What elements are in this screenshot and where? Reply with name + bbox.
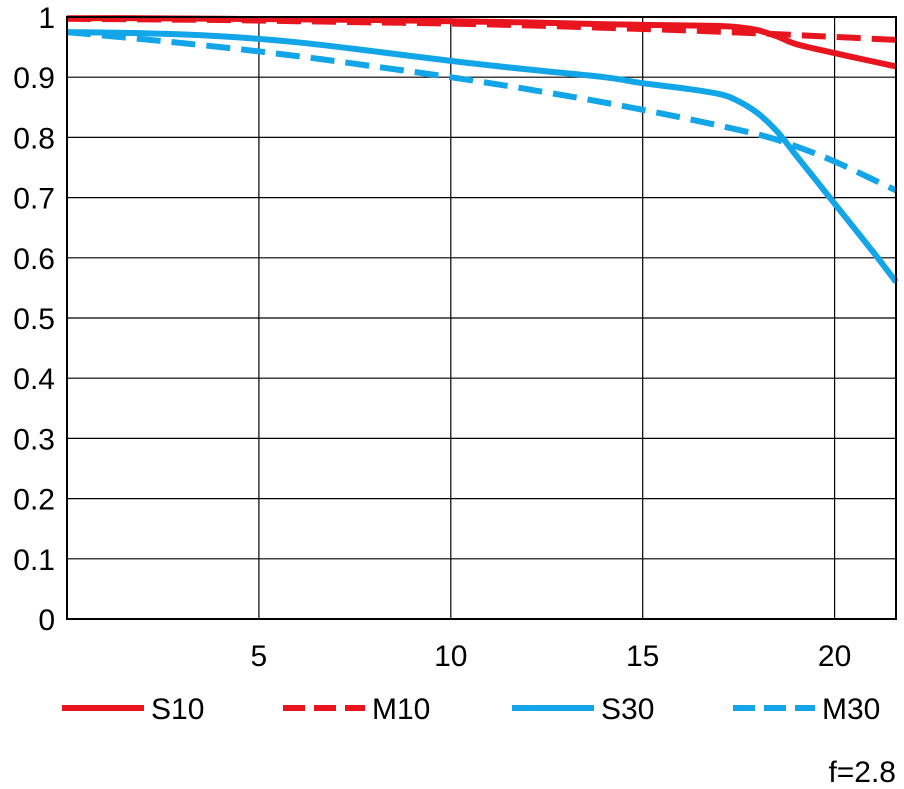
y-tick-labels: 0 0.1 0.2 0.3 0.4 0.5 0.6 0.7 0.8 0.9 1 [13,2,55,637]
y-tick-label: 0.5 [13,303,55,336]
y-tick-label: 0.7 [13,183,55,216]
plot-frame [66,16,897,620]
y-tick-label: 0.3 [13,423,55,456]
y-tick-label: 1 [38,2,55,35]
legend: S10 M10 S30 M30 [62,693,880,726]
y-tick-label: 0.8 [13,122,55,155]
y-tick-label: 0.4 [13,363,55,396]
x-tick-label: 20 [818,640,851,673]
y-tick-label: 0.9 [13,62,55,95]
y-tick-label: 0.6 [13,243,55,276]
grid [67,16,896,620]
legend-label-s10: S10 [151,693,204,726]
legend-label-s30: S30 [601,693,654,726]
x-tick-label: 10 [434,640,467,673]
y-tick-label: 0.2 [13,484,55,517]
x-tick-labels: 5 10 15 20 [251,640,852,673]
series-line-s30 [66,29,899,284]
series-line-s10 [66,15,897,70]
series-lines [66,15,899,284]
series-line-m30 [66,29,898,194]
legend-label-m10: M10 [372,693,430,726]
y-tick-label: 0 [38,604,55,637]
x-tick-label: 5 [251,640,268,673]
aperture-annotation: f=2.8 [828,756,896,789]
legend-label-m30: M30 [822,693,880,726]
y-tick-label: 0.1 [13,544,55,577]
x-tick-label: 15 [626,640,659,673]
